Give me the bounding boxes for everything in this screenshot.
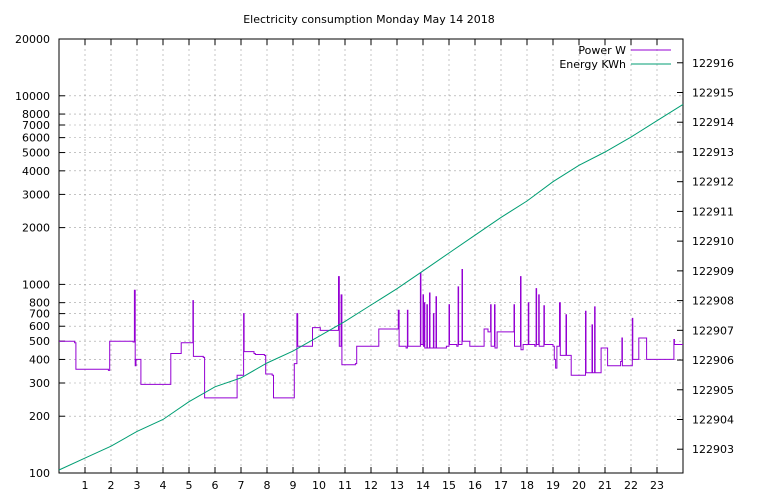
y-tick-label: 10000: [15, 90, 50, 103]
series-line-power: [59, 269, 683, 399]
x-tick-label: 10: [312, 479, 326, 492]
x-tick-label: 16: [468, 479, 482, 492]
x-tick-label: 19: [546, 479, 560, 492]
x-tick-label: 17: [494, 479, 508, 492]
y-tick-label: 700: [29, 308, 50, 321]
legend: Power W Energy KWh: [559, 44, 671, 71]
x-tick-label: 13: [390, 479, 404, 492]
y-tick-label: 4000: [22, 165, 50, 178]
y2-tick-label: 122916: [692, 57, 734, 70]
y2-tick-label: 122907: [692, 324, 734, 337]
y-tick-label: 3000: [22, 188, 50, 201]
chart-title: Electricity consumption Monday May 14 20…: [243, 13, 495, 26]
y2-tick-label: 122911: [692, 205, 734, 218]
y2-tick-label: 122910: [692, 235, 734, 248]
x-tick-label: 15: [442, 479, 456, 492]
y-tick-label: 400: [29, 353, 50, 366]
x-tick-label: 2: [108, 479, 115, 492]
y-tick-label: 500: [29, 335, 50, 348]
y-tick-label: 600: [29, 320, 50, 333]
y2-tick-label: 122905: [692, 384, 734, 397]
x-tick-label: 3: [134, 479, 141, 492]
y-tick-label: 6000: [22, 132, 50, 145]
y2-tick-label: 122915: [692, 87, 734, 100]
x-tick-label: 21: [598, 479, 612, 492]
x-tick-label: 4: [160, 479, 167, 492]
x-tick-label: 5: [186, 479, 193, 492]
y-tick-label: 7000: [22, 119, 50, 132]
axes-ticks: 1 2 3 4 5 6 7 8 9 10 11 12 13 14 15 16 17 18 19 20 21 22 23100…: [15, 33, 734, 492]
x-tick-label: 6: [212, 479, 219, 492]
y-tick-label: 5000: [22, 147, 50, 160]
y-tick-label: 20000: [15, 33, 50, 46]
x-tick-label: 11: [338, 479, 352, 492]
y2-tick-label: 122903: [692, 443, 734, 456]
x-tick-label: 12: [364, 479, 378, 492]
y-tick-label: 800: [29, 297, 50, 310]
legend-label-energy: Energy KWh: [559, 58, 626, 71]
x-tick-label: 18: [520, 479, 534, 492]
y-tick-label: 200: [29, 410, 50, 423]
x-tick-label: 14: [416, 479, 430, 492]
x-tick-label: 20: [572, 479, 586, 492]
x-tick-label: 9: [290, 479, 297, 492]
y-tick-label: 100: [29, 467, 50, 480]
y-tick-label: 8000: [22, 108, 50, 121]
y2-tick-label: 122909: [692, 265, 734, 278]
x-tick-label: 1: [82, 479, 89, 492]
y2-tick-label: 122914: [692, 116, 734, 129]
series: [58, 103, 684, 471]
y-tick-label: 1000: [22, 278, 50, 291]
x-tick-label: 8: [264, 479, 271, 492]
y-tick-label: 300: [29, 377, 50, 390]
legend-label-power: Power W: [578, 44, 626, 57]
y2-tick-label: 122908: [692, 295, 734, 308]
x-tick-label: 7: [238, 479, 245, 492]
y2-tick-label: 122906: [692, 354, 734, 367]
x-tick-label: 22: [624, 479, 638, 492]
y2-tick-label: 122913: [692, 146, 734, 159]
x-tick-label: 23: [650, 479, 664, 492]
grid: [59, 38, 683, 474]
y-tick-label: 2000: [22, 222, 50, 235]
series-line-energy: [58, 103, 684, 471]
y2-tick-label: 122904: [692, 413, 734, 426]
y2-tick-label: 122912: [692, 176, 734, 189]
